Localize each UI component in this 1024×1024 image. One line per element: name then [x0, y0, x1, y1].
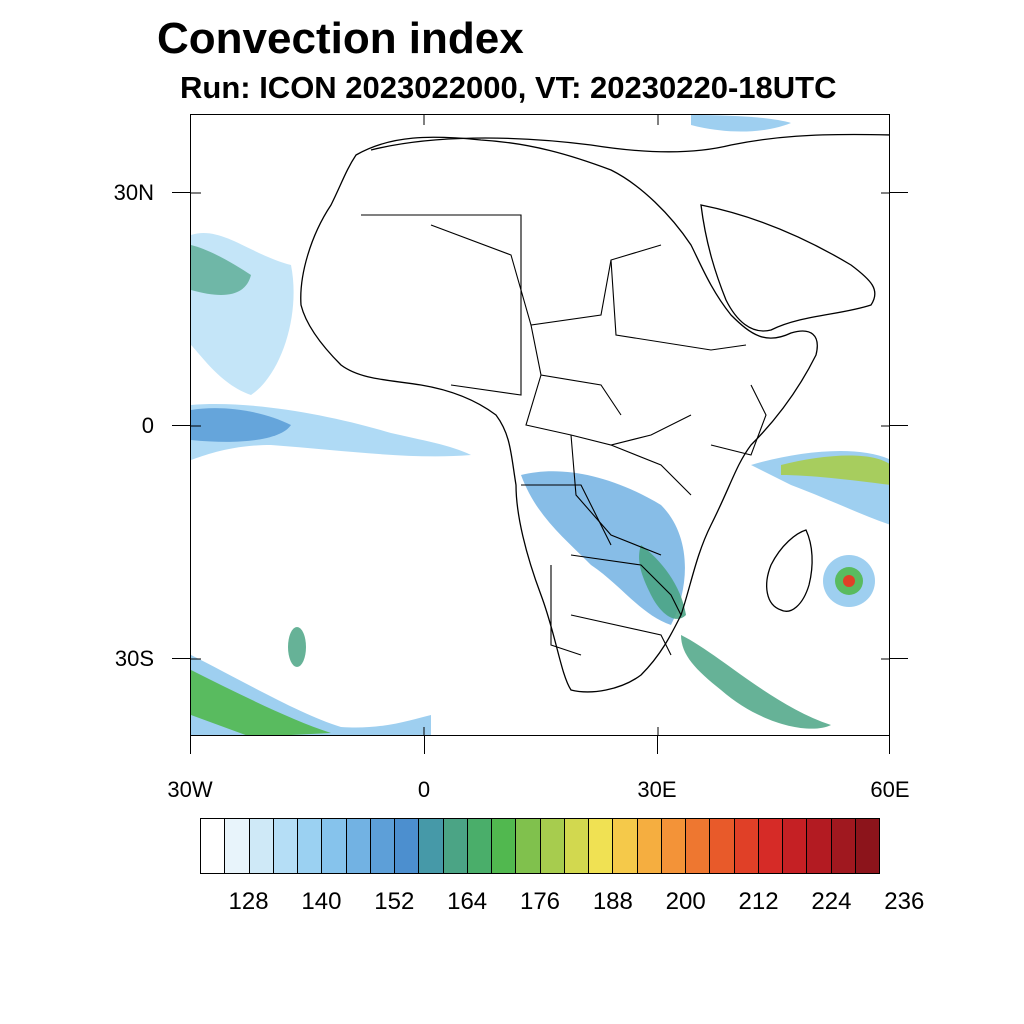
convection-area-south-atlantic-core [191, 670, 331, 735]
cyclone-core [843, 575, 855, 587]
colorbar-label: 164 [447, 888, 488, 915]
map-ticks [191, 115, 889, 735]
colorbar-label: 200 [665, 888, 706, 915]
africa-coastline [300, 136, 818, 693]
convection-area-north-atlantic [191, 245, 251, 295]
colorbar-cell [637, 819, 662, 873]
tick-lat-0 [172, 425, 190, 426]
colorbar-label: 128 [228, 888, 269, 915]
colorbar-cell [758, 819, 783, 873]
lon-label-60e: 60E [870, 777, 910, 802]
map-subtitle: Run: ICON 2023022000, VT: 20230220-18UTC [180, 70, 837, 105]
colorbar-cell [443, 819, 468, 873]
map-svg [191, 115, 889, 735]
country-borders [361, 214, 767, 656]
colorbar-cell [661, 819, 686, 873]
colorbar-label: 236 [884, 888, 925, 915]
mediterranean-coastline [370, 133, 889, 153]
tick-lon-0 [424, 736, 425, 754]
colorbar-cell [831, 819, 856, 873]
colorbar-cell [273, 819, 298, 873]
colorbar-cell [564, 819, 589, 873]
lat-label-30s: 30S [114, 646, 154, 671]
lat-label-30n: 30N [113, 180, 154, 205]
colorbar-label: 188 [592, 888, 633, 915]
colorbar-cell [346, 819, 371, 873]
colorbar-cell [783, 819, 808, 873]
lon-label-0: 0 [417, 777, 431, 802]
convection-area-congo-basin [521, 471, 685, 625]
colorbar-cell [370, 819, 395, 873]
lon-label-30e: 30E [637, 777, 677, 802]
colorbar-cell [734, 819, 759, 873]
convection-field [191, 115, 889, 735]
arabian-peninsula-coastline [700, 204, 876, 332]
colorbar-label: 224 [811, 888, 852, 915]
convection-area-st-helena [288, 627, 306, 667]
colorbar-cell [249, 819, 274, 873]
colorbar-label: 152 [374, 888, 415, 915]
colorbar-cell [322, 819, 347, 873]
map-title: Convection index [157, 14, 524, 63]
colorbar-label: 212 [738, 888, 779, 915]
tick-lat-30n-right [890, 192, 908, 193]
colorbar-cell [516, 819, 541, 873]
colorbar-cell [419, 819, 444, 873]
coastlines [300, 133, 889, 693]
colorbar-cell [589, 819, 614, 873]
colorbar-label: 140 [301, 888, 342, 915]
madagascar-coastline [766, 529, 813, 612]
tick-lon-60e [889, 736, 890, 754]
lon-label-30w: 30W [167, 777, 213, 802]
map-panel [190, 114, 890, 736]
convection-area-southeast-coast [681, 635, 831, 729]
tick-lat-0-right [890, 425, 908, 426]
tick-lat-30s-right [890, 658, 908, 659]
tick-lat-30n [172, 192, 190, 193]
tick-lat-30s [172, 658, 190, 659]
colorbar-cell [540, 819, 565, 873]
colorbar-cell [395, 819, 420, 873]
lat-label-0: 0 [141, 413, 154, 438]
colorbar-cell [613, 819, 638, 873]
colorbar-cell [807, 819, 832, 873]
colorbar-cell [710, 819, 735, 873]
colorbar-label: 176 [519, 888, 561, 915]
tick-lon-30e [657, 736, 658, 754]
colorbar-cell [298, 819, 323, 873]
colorbar-cell [225, 819, 250, 873]
convection-area-gulf-guinea [191, 408, 291, 442]
convection-area-indian-ocean-core [781, 455, 889, 485]
tick-lon-30w [190, 736, 191, 754]
colorbar-cell [201, 819, 226, 873]
colorbar-cell [686, 819, 711, 873]
colorbar-cell [467, 819, 492, 873]
colorbar [200, 818, 880, 874]
colorbar-cell [492, 819, 517, 873]
colorbar-cell [855, 819, 879, 873]
convection-area-mediterranean [691, 115, 791, 132]
